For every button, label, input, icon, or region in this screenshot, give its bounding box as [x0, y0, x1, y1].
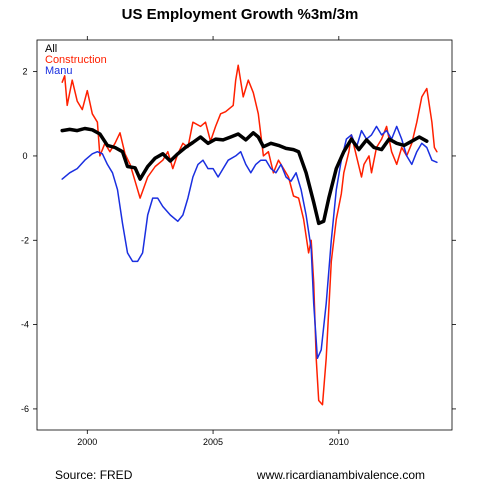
- y-tick-label: 0: [22, 151, 27, 161]
- legend-item-construction: Construction: [45, 54, 107, 66]
- source-note: Source: FRED: [55, 468, 133, 480]
- y-tick-label: 2: [22, 67, 27, 77]
- y-tick-label: -2: [21, 235, 29, 245]
- legend-item-manu: Manu: [45, 65, 73, 77]
- x-tick-label: 2010: [329, 437, 349, 447]
- website-credit: www.ricardianambivalence.com: [256, 468, 425, 480]
- plot-frame: [36, 39, 453, 431]
- y-tick-label: -6: [21, 404, 29, 414]
- x-tick-label: 2000: [77, 437, 97, 447]
- legend-item-all: All: [45, 43, 57, 55]
- series-lines: [60, 64, 438, 406]
- chart-title: US Employment Growth %3m/3m: [122, 6, 359, 23]
- series-line-all: [60, 126, 429, 226]
- x-tick-label: 2005: [203, 437, 223, 447]
- y-axis: 2 0 -2 -4 -6: [21, 67, 456, 414]
- x-axis: 2000 2005 2010: [77, 36, 349, 447]
- series-line-construction: [61, 64, 438, 406]
- y-tick-label: -4: [21, 320, 29, 330]
- series-line-manu: [61, 125, 438, 360]
